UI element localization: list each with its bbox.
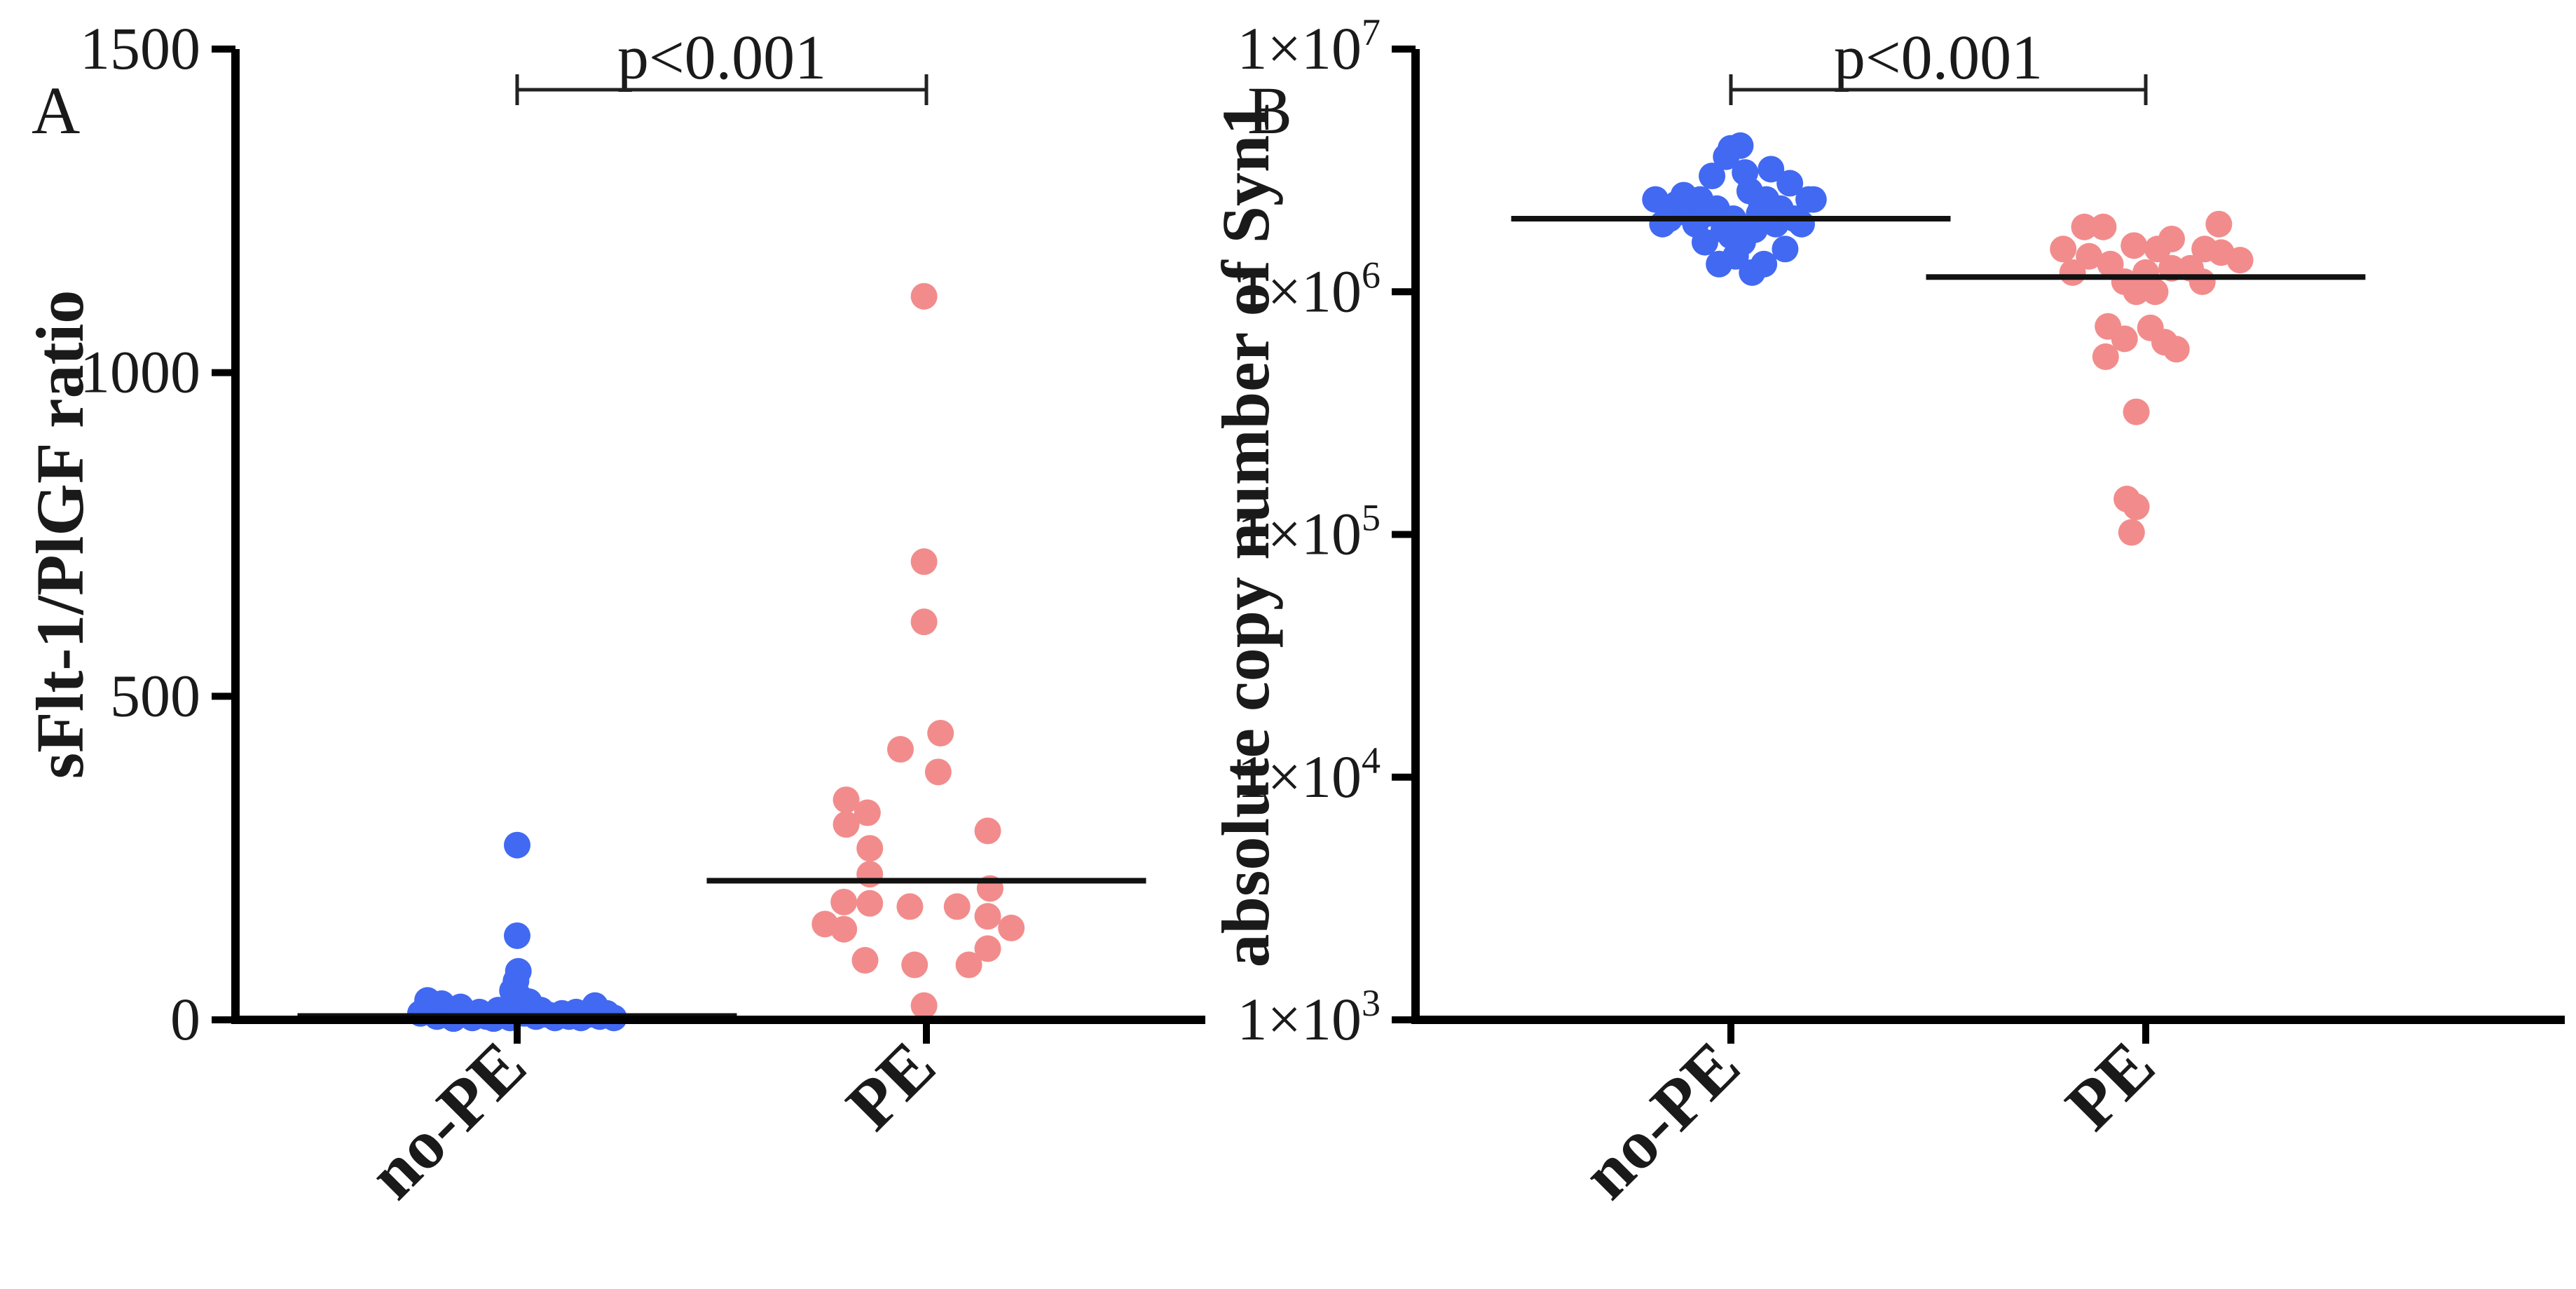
y-tick-label: 1×106 (1237, 254, 1381, 325)
data-point-pe (2163, 336, 2190, 363)
panel-a: A sFlt-1/PlGF ratio 0 500 1000 1500 p<0.001… (22, 15, 1205, 1213)
data-point-no-pe (1694, 200, 1721, 227)
panel-b-significance-bracket: p<0.001 (1729, 23, 2148, 105)
data-point-no-pe (1758, 156, 1785, 183)
panel-a-letter: A (32, 73, 80, 148)
data-point-pe (2188, 268, 2216, 295)
data-point-pe (2142, 278, 2169, 306)
data-point-pe (856, 889, 884, 917)
data-point-pe (2121, 232, 2148, 259)
data-point-pe (2050, 236, 2077, 263)
panel-b-y-axis-title: absolute copy number of Syn1 (1208, 102, 1283, 968)
data-point-pe (830, 888, 858, 915)
panel-a-significance-label: p<0.001 (617, 23, 826, 93)
panel-b-category-label-pe: PE (2051, 1026, 2170, 1145)
data-point-no-pe (1748, 191, 1775, 218)
y-tick-label: 1×103 (1237, 982, 1381, 1053)
data-point-no-pe (504, 922, 530, 949)
data-point-no-pe (1776, 170, 1804, 197)
y-tick-label: 1000 (80, 339, 200, 406)
data-point-pe (943, 893, 971, 920)
data-point-pe (856, 861, 884, 888)
data-point-pe (927, 719, 954, 746)
data-point-pe (974, 903, 1001, 930)
y-tick-label: 1×107 (1237, 11, 1381, 82)
data-point-pe (910, 608, 938, 636)
y-tick-label: 0 (170, 985, 200, 1053)
panel-b: B absolute copy number of Syn1 1×1031×10… (1208, 11, 2565, 1213)
data-point-no-pe (1788, 210, 1815, 238)
y-tick-label: 1×105 (1237, 497, 1381, 568)
data-point-pe (924, 758, 952, 786)
data-point-no-pe (1751, 250, 1778, 278)
data-point-no-pe (1699, 163, 1726, 190)
data-point-pe (974, 817, 1001, 845)
data-point-pe (901, 951, 929, 978)
data-point-no-pe (1718, 222, 1744, 250)
data-point-pe (856, 835, 884, 862)
data-point-pe (833, 786, 860, 814)
data-point-pe (2111, 325, 2138, 353)
panel-a-points (406, 282, 1025, 1032)
data-point-pe (910, 282, 938, 310)
data-point-pe (910, 548, 938, 575)
data-point-pe (2205, 210, 2233, 238)
data-point-pe (854, 799, 881, 826)
panel-a-category-label-no-pe: no-PE (353, 1026, 540, 1213)
data-point-pe (851, 947, 879, 974)
data-point-pe (2118, 519, 2145, 546)
data-point-pe (998, 914, 1025, 941)
panel-a-category-label-pe: PE (832, 1026, 950, 1145)
data-point-pe (886, 736, 914, 763)
panel-b-category-label-no-pe: no-PE (1567, 1026, 1754, 1213)
data-point-pe (2092, 343, 2119, 370)
panel-a-y-axis-title: sFlt-1/PlGF ratio (22, 290, 97, 779)
data-point-pe (2123, 493, 2150, 521)
panel-b-points (1642, 132, 2254, 546)
data-point-no-pe (1691, 229, 1718, 256)
data-point-pe (2226, 247, 2254, 274)
data-point-no-pe (1642, 186, 1669, 213)
panel-b-y-ticks: 1×103 1×104 1×105 1×106 1×107 (1237, 11, 1416, 1053)
data-point-no-pe (1727, 132, 1754, 159)
data-point-no-pe (1772, 236, 1799, 263)
data-point-pe (896, 893, 924, 920)
data-point-pe (910, 992, 938, 1019)
panel-a-axes (231, 49, 1205, 1044)
panel-b-significance-label: p<0.001 (1834, 23, 2043, 93)
panel-a-y-ticks: 0 500 1000 1500 (80, 15, 235, 1053)
data-point-pe (955, 951, 982, 978)
panel-b-axes (1411, 49, 2565, 1044)
y-tick-label: 1×104 (1237, 739, 1381, 810)
data-point-no-pe (1800, 186, 1827, 213)
panel-b-medians (1511, 216, 2366, 280)
data-point-pe (833, 811, 860, 838)
data-point-pe (2090, 213, 2117, 240)
data-point-pe (2071, 213, 2098, 240)
data-point-pe (2158, 225, 2186, 252)
y-tick-label: 500 (110, 662, 200, 729)
data-point-pe (830, 915, 858, 943)
data-point-pe (974, 935, 1001, 962)
y-tick-label: 1500 (80, 15, 200, 82)
data-point-no-pe (505, 957, 532, 985)
data-point-pe (2076, 243, 2103, 270)
panel-b-letter: B (1247, 73, 1292, 148)
data-point-no-pe (504, 831, 530, 859)
data-point-pe (2123, 398, 2150, 425)
panel-a-significance-bracket: p<0.001 (515, 23, 929, 105)
